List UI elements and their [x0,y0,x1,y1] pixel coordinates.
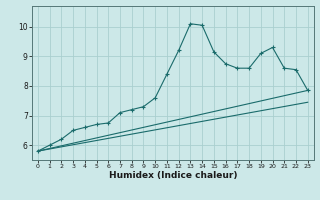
X-axis label: Humidex (Indice chaleur): Humidex (Indice chaleur) [108,171,237,180]
